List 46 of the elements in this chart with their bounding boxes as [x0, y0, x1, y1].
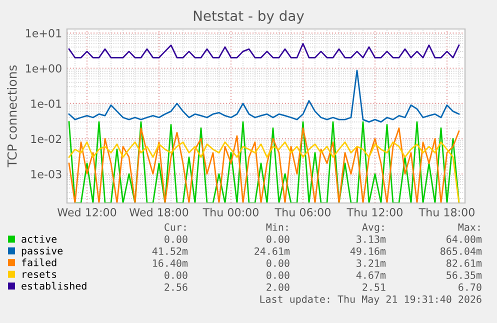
y-tick-label: 1e-02: [31, 134, 62, 144]
legend-label: active: [22, 235, 57, 243]
text: Max:: [458, 223, 480, 231]
x-tick-label: Thu 18:00: [418, 208, 474, 216]
y-tick-label: 1e+00: [26, 64, 62, 73]
text: 49.16m: [350, 247, 386, 255]
line-series: [68, 42, 460, 58]
y-tick-label: 1e-03: [31, 170, 62, 178]
text: Min:: [266, 223, 288, 231]
text: 3.13m: [356, 235, 386, 243]
line-series: [68, 70, 460, 123]
x-tick-label: Thu 06:00: [274, 208, 330, 216]
text: 41.52m: [152, 247, 188, 255]
legend-label: failed: [22, 258, 56, 266]
text: 2.56: [164, 283, 188, 291]
x-tick-label: Thu 12:00: [346, 208, 402, 216]
text: 56.35m: [446, 271, 482, 279]
y-tick-label: 1e-01: [31, 99, 62, 108]
legend-label: passive: [22, 246, 63, 256]
text: 64.00m: [446, 235, 482, 243]
text: 3.21m: [356, 259, 386, 267]
text: 6.70: [458, 283, 482, 291]
text: Avg:: [362, 223, 384, 233]
text: 0.00: [266, 259, 290, 267]
chart-title: Netstat - by day: [194, 10, 304, 24]
text: 0.00: [164, 271, 188, 279]
line-series: [68, 141, 460, 203]
text: 865.04m: [440, 247, 482, 255]
text: 0.00: [266, 235, 290, 243]
legend-label: established: [22, 282, 86, 290]
x-tick-label: Wed 18:00: [129, 208, 188, 216]
text: 4.67m: [356, 271, 386, 279]
x-tick-label: Wed 12:00: [57, 208, 116, 216]
text: 0.00: [266, 271, 290, 279]
text: 24.61m: [254, 247, 290, 255]
text: 16.40m: [153, 259, 188, 267]
legend-label: resets: [22, 270, 56, 278]
x-tick-label: Thu 00:00: [202, 208, 258, 216]
text: Last update: Thu May 21 19:31:40 2026: [260, 295, 482, 305]
text: 0.00: [164, 235, 188, 243]
text: 2.51: [362, 283, 386, 291]
y-axis-title: TCP connections: [7, 65, 17, 168]
text: 2.00: [266, 283, 290, 291]
y-tick-label: 1e+01: [26, 28, 62, 38]
text: 82.61m: [446, 259, 482, 267]
text: Cur:: [164, 223, 186, 231]
